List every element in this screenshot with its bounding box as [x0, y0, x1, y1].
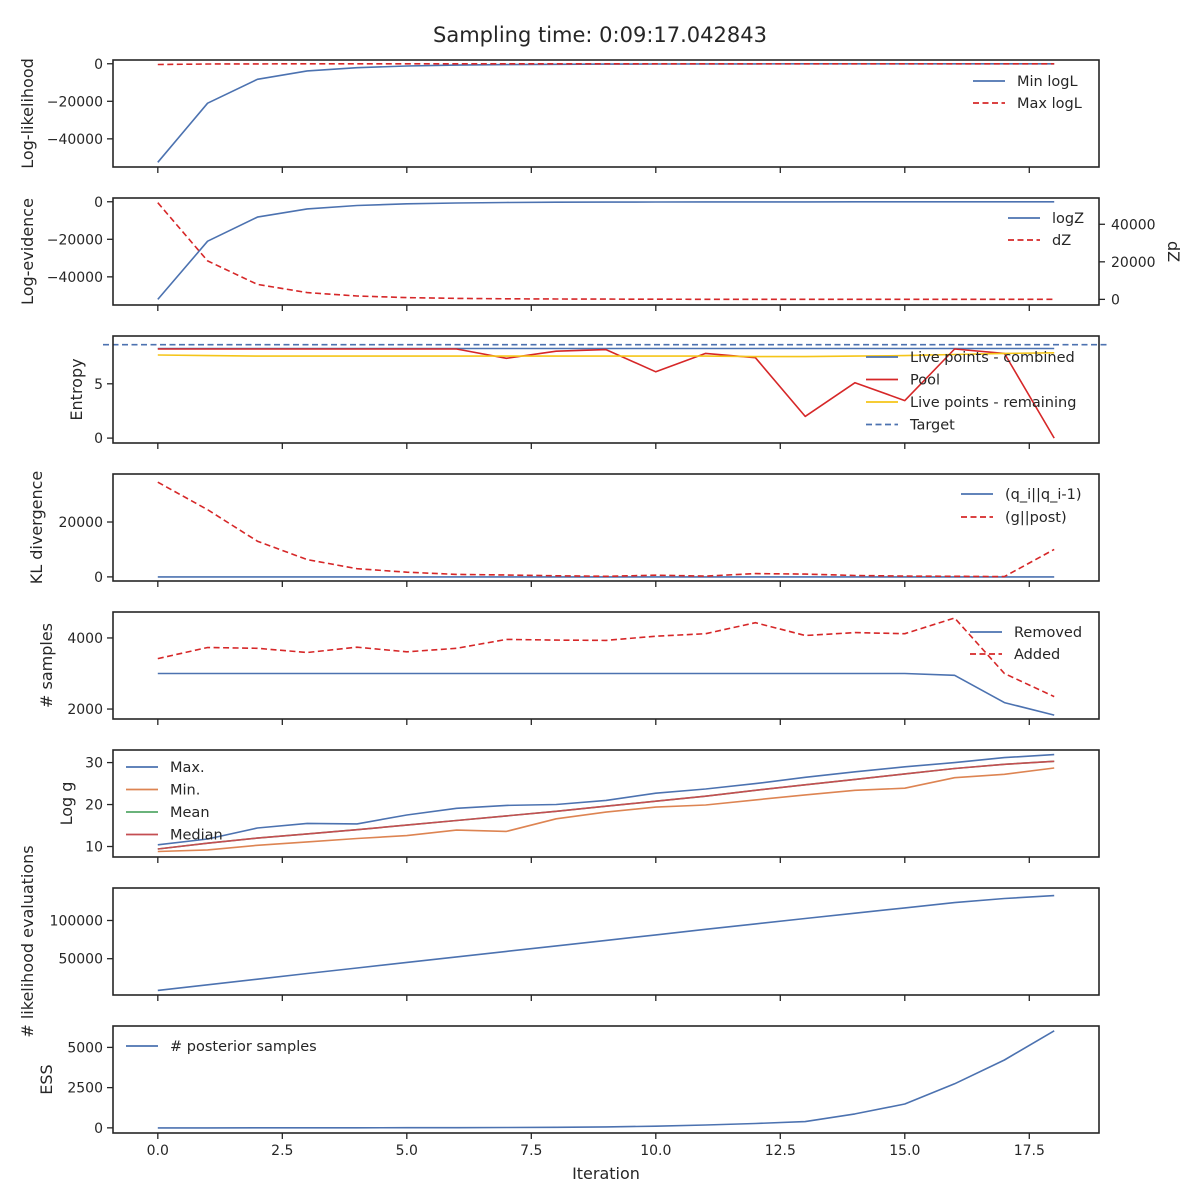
- legend-label: Mean: [170, 805, 210, 821]
- x-tick-label: 12.5: [765, 1143, 796, 1159]
- series-line-added: [157, 617, 1055, 698]
- panel-logevidence: 0 −20000 −40000 0 20000 40000 dZ Log-evidence lo…: [18, 195, 1183, 311]
- y-axis-label: # samples: [37, 623, 56, 708]
- y-tick-label: 0: [94, 1121, 103, 1137]
- series-line-max-: [157, 753, 1055, 846]
- y-axis-label: Entropy: [67, 358, 86, 420]
- plot-frame: [112, 197, 1100, 306]
- y-tick-label: 0: [94, 57, 103, 73]
- series-line--g-post-: [157, 481, 1055, 578]
- y-tick-label: 10: [85, 840, 103, 856]
- panel-kl: 0 20000 KL divergence (q_i||q_i-1) (g||post): [27, 471, 1100, 587]
- y-right-tick-label: 40000: [1111, 217, 1156, 233]
- y-tick-label: −40000: [47, 270, 103, 286]
- y-axis-label: Log-likelihood: [18, 58, 37, 169]
- legend-label: Pool: [910, 373, 940, 389]
- panels: 0 −20000 −40000 Log-likelihood Min logL Max l…: [18, 57, 1183, 1159]
- x-tick-label: 2.5: [271, 1143, 293, 1159]
- y-tick-label: 30: [85, 756, 103, 772]
- x-tick-label: 15.0: [889, 1143, 920, 1159]
- y-tick-label: 20000: [58, 515, 103, 531]
- x-tick-label: 5.0: [396, 1143, 418, 1159]
- series-line-min-logl: [157, 62, 1055, 163]
- panel-loglikelihood: 0 −20000 −40000 Log-likelihood Min logL Max l…: [18, 57, 1100, 173]
- legend-label: Added: [1014, 647, 1060, 663]
- x-tick-label: 7.5: [520, 1143, 542, 1159]
- plot-frame: [112, 335, 1100, 444]
- figure-title: Sampling time: 0:09:17.042843: [433, 23, 767, 47]
- panel-likelihood-evals: 50000 100000 # likelihood evaluations: [18, 845, 1100, 1038]
- y-tick-label: 5000: [67, 1040, 103, 1056]
- y-right-tick-label: 20000: [1111, 255, 1156, 271]
- y-tick-label: 100000: [50, 913, 103, 929]
- panel-logg: 10 20 30 Log g Max. Min. Mean Median: [57, 749, 1100, 863]
- legend-label: Target: [909, 418, 955, 434]
- panel-ess: 0 2500 5000 ESS 0.0 2.5 5.0 7.5 10.0 12.5 15.0 17.5…: [37, 1025, 1100, 1159]
- y-tick-label: 0: [94, 195, 103, 211]
- y-tick-label: −20000: [47, 232, 103, 248]
- legend-label: (q_i||q_i-1): [1005, 487, 1082, 503]
- legend-label: Min.: [170, 783, 200, 799]
- legend-label: Live points - remaining: [910, 395, 1076, 411]
- y-axis-label: # likelihood evaluations: [18, 845, 37, 1037]
- plot-frame: [112, 1025, 1100, 1134]
- y-axis-label: ESS: [37, 1064, 56, 1094]
- y-right-axis-label: dZ: [1164, 241, 1183, 262]
- legend-label: # posterior samples: [170, 1039, 317, 1055]
- y-axis-label: KL divergence: [27, 471, 46, 584]
- x-tick-label: 0.0: [147, 1143, 169, 1159]
- y-tick-label: 4000: [67, 631, 103, 647]
- legend-label: Removed: [1014, 625, 1082, 641]
- legend-label: Live points - combined: [910, 350, 1075, 366]
- plot-frame: [112, 611, 1100, 720]
- series-line-dz: [157, 202, 1055, 301]
- legend-label: (g||post): [1005, 510, 1067, 526]
- y-right-tick-label: 0: [1111, 292, 1120, 308]
- y-tick-label: 0: [94, 431, 103, 447]
- x-tick-label: 17.5: [1014, 1143, 1045, 1159]
- plot-frame: [112, 749, 1100, 858]
- y-tick-label: 2000: [67, 702, 103, 718]
- y-axis-label: Log-evidence: [18, 198, 37, 305]
- series-line-min-: [157, 767, 1055, 853]
- legend-label: logZ: [1052, 211, 1084, 227]
- y-tick-label: −40000: [47, 132, 103, 148]
- x-axis-label: Iteration: [572, 1164, 640, 1183]
- series-line-logz: [157, 201, 1055, 300]
- series-line--posterior-samples: [157, 1030, 1055, 1129]
- series-line-median: [157, 760, 1055, 850]
- y-tick-label: 0: [94, 570, 103, 586]
- y-tick-label: 2500: [67, 1081, 103, 1097]
- y-tick-label: −20000: [47, 94, 103, 110]
- y-tick-label: 5: [94, 377, 103, 393]
- legend-label: Max.: [170, 760, 205, 776]
- plot-frame: [112, 473, 1100, 582]
- panel-samples: 2000 4000 # samples Removed Added: [37, 611, 1100, 725]
- series-line-data: [157, 894, 1055, 992]
- series-line-removed: [157, 672, 1055, 716]
- plot-frame: [112, 887, 1100, 996]
- series-line-max-logl: [157, 62, 1055, 66]
- plot-frame: [112, 59, 1100, 168]
- legend-label: Min logL: [1017, 74, 1078, 90]
- legend-label: Max logL: [1017, 96, 1082, 112]
- legend-label: Median: [170, 828, 223, 844]
- y-tick-label: 20: [85, 798, 103, 814]
- series-line-pool: [157, 348, 1055, 439]
- legend-label: dZ: [1052, 233, 1071, 249]
- series-line-live-points-remaining: [157, 352, 1055, 358]
- x-tick-label: 10.0: [640, 1143, 671, 1159]
- y-axis-label: Log g: [57, 782, 76, 826]
- y-tick-label: 50000: [58, 952, 103, 968]
- panel-entropy: 0 5 Entropy Live points - combined Pool Live …: [67, 335, 1109, 449]
